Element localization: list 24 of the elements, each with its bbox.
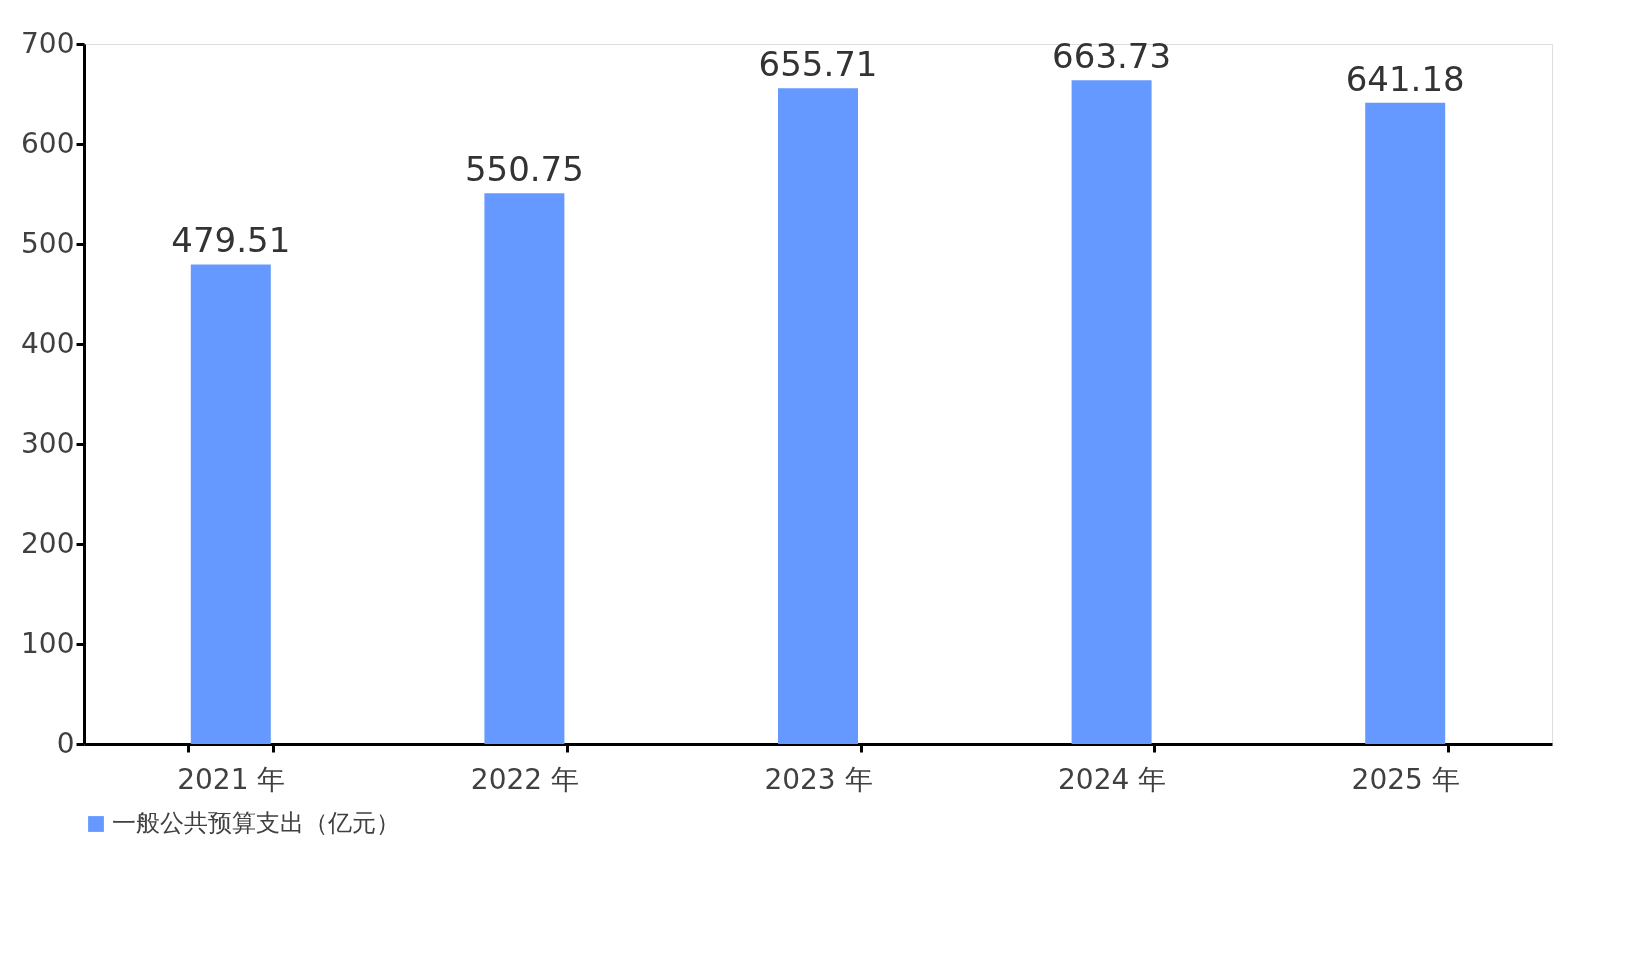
data-label: 663.73 xyxy=(1052,36,1172,77)
bar xyxy=(1071,80,1152,744)
y-tick-label: 300 xyxy=(21,426,75,460)
x-tick-label: 2025 年 xyxy=(1351,762,1460,796)
bar xyxy=(1365,102,1446,744)
data-label: 550.75 xyxy=(464,149,584,190)
y-tick-label: 0 xyxy=(56,726,75,760)
bar xyxy=(484,193,565,744)
bar xyxy=(190,264,271,744)
data-label: 479.51 xyxy=(171,220,291,261)
x-tick-label: 2021 年 xyxy=(177,762,286,796)
y-tick-label: 600 xyxy=(21,126,75,160)
y-tick-label: 700 xyxy=(21,26,75,60)
y-tick-label: 400 xyxy=(21,326,75,360)
x-tick-label: 2023 年 xyxy=(764,762,873,796)
legend-label: 一般公共预算支出（亿元） xyxy=(112,809,400,837)
bar xyxy=(778,88,858,744)
x-tick-label: 2022 年 xyxy=(470,762,579,796)
x-tick-label: 2024 年 xyxy=(1058,762,1167,796)
data-label: 655.71 xyxy=(758,44,878,85)
y-tick-label: 500 xyxy=(21,226,75,260)
data-label: 641.18 xyxy=(1345,58,1465,99)
y-tick-label: 200 xyxy=(21,526,75,560)
y-tick-label: 100 xyxy=(21,626,75,660)
